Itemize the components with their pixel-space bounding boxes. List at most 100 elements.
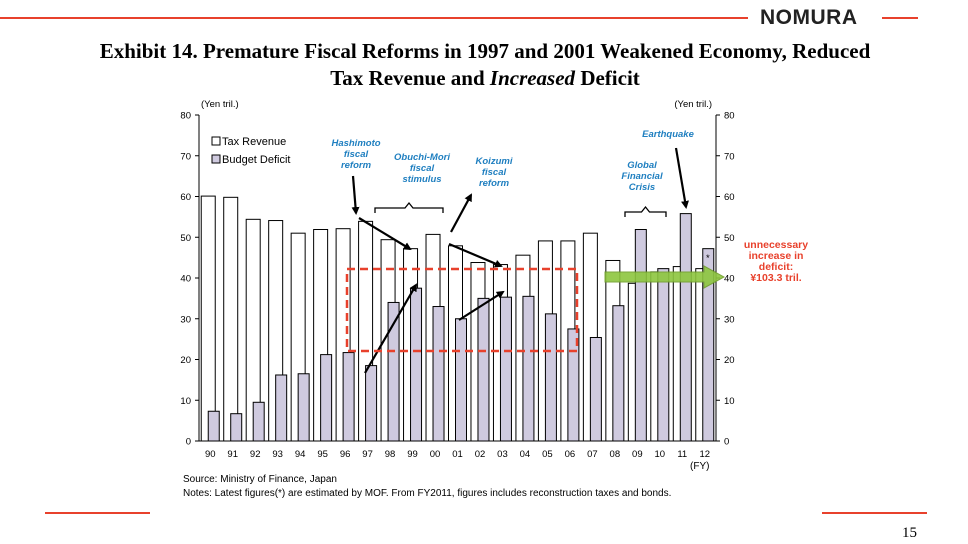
annotation-koizumi: Koizumi fiscal reform — [476, 156, 513, 189]
y-tick-label-right: 30 — [724, 314, 735, 325]
footer-line-right — [822, 512, 927, 514]
arrow-deficit-rise-hashimoto — [364, 283, 418, 374]
annotation-global-financial-crisis-line: Crisis — [629, 182, 655, 193]
x-tick-label: 05 — [542, 449, 553, 460]
y-tick-label-right: 40 — [724, 274, 735, 285]
arrow-hashimoto-pointer — [351, 175, 360, 215]
budget-deficit-bar — [432, 306, 445, 442]
x-tick-label: 09 — [632, 449, 643, 460]
budget-deficit-bar — [275, 374, 288, 442]
annotation-unnecessary-increase-line: increase in — [749, 250, 804, 262]
y-tick-label-right: 20 — [724, 355, 735, 366]
y-tick-label-right: 50 — [724, 233, 735, 244]
tax-revenue-bar — [200, 195, 216, 442]
y-tick-label-left: 40 — [180, 274, 191, 285]
arrow-koizumi-pointer — [450, 193, 472, 233]
budget-deficit-bar — [499, 296, 512, 442]
x-tick-label: 01 — [452, 449, 463, 460]
annotation-obuchi-mori-line: stimulus — [402, 174, 441, 185]
page-title: Exhibit 14. Premature Fiscal Reforms in … — [30, 38, 940, 92]
budget-deficit-bar — [657, 268, 670, 442]
annotation-hashimoto: Hashimoto fiscal reform — [331, 138, 380, 171]
x-tick-label: 97 — [362, 449, 373, 460]
x-tick-label: 12 — [699, 449, 710, 460]
budget-deficit-bar — [634, 229, 647, 442]
annotation-global-financial-crisis-line: Global — [627, 160, 657, 171]
budget-deficit-bar — [410, 287, 423, 442]
x-tick-label: 10 — [655, 449, 666, 460]
y-tick-label-left: 50 — [180, 233, 191, 244]
budget-deficit-bar — [589, 336, 602, 442]
x-tick-label: 93 — [272, 449, 283, 460]
budget-deficit-bar — [477, 297, 490, 442]
legend-label-tax: Tax Revenue — [222, 136, 286, 148]
budget-deficit-bar — [544, 313, 557, 442]
footnote: Notes: Latest figures(*) are estimated b… — [183, 488, 672, 499]
budget-deficit-bar — [230, 413, 243, 442]
y-tick-label-left: 70 — [180, 151, 191, 162]
annotation-obuchi-mori: Obuchi-Mori fiscal stimulus — [394, 152, 450, 185]
legend-label-deficit: Budget Deficit — [222, 154, 290, 166]
annotation-hashimoto-line: Hashimoto — [331, 138, 380, 149]
annotation-unnecessary-increase: unnecessary increase in deficit: ¥103.3 tri… — [744, 239, 808, 284]
x-tick-label: 96 — [340, 449, 351, 460]
budget-deficit-bar — [455, 318, 467, 442]
annotation-koizumi-line: Koizumi — [476, 156, 513, 167]
annotation-unnecessary-increase-line: unnecessary — [744, 239, 808, 251]
x-tick-label: 98 — [385, 449, 396, 460]
budget-deficit-bar — [252, 401, 265, 442]
budget-deficit-bar — [567, 328, 580, 442]
x-tick-label: 92 — [250, 449, 261, 460]
arrow-deficit-rise-koizumi — [458, 290, 505, 321]
x-tick-label: 11 — [677, 449, 687, 460]
y-tick-label-left: 30 — [180, 314, 191, 325]
title-line-1: Exhibit 14. Premature Fiscal Reforms in … — [99, 39, 871, 63]
legend-swatch-deficit — [211, 154, 221, 164]
footer-line-left — [45, 512, 150, 514]
green-arrow — [604, 265, 726, 289]
y-tick-label-right: 10 — [724, 396, 735, 407]
budget-deficit-bar — [702, 248, 715, 442]
x-axis-label: (FY) — [690, 461, 710, 472]
brand-line-left — [0, 17, 748, 19]
y-tick-label-right: 0 — [724, 437, 729, 448]
budget-deficit-bar — [365, 365, 378, 442]
x-tick-label: 90 — [205, 449, 216, 460]
annotation-hashimoto-line: fiscal — [344, 149, 369, 160]
budget-deficit-bar — [342, 352, 355, 442]
annotation-global-financial-crisis-line: Financial — [621, 171, 663, 182]
arrow-tax-decline-hashimoto — [358, 217, 412, 251]
title-line-2b: Deficit — [575, 66, 640, 90]
y-tick-label-right: 60 — [724, 192, 735, 203]
brand-logo: NOMURA — [760, 6, 858, 29]
x-tick-label: 99 — [407, 449, 418, 460]
brace-gfc — [624, 205, 667, 217]
x-tick-label: 03 — [497, 449, 508, 460]
y-tick-label-left: 60 — [180, 192, 191, 203]
annotation-earthquake: Earthquake — [642, 129, 694, 140]
budget-deficit-bar — [297, 373, 310, 442]
legend-swatch-tax — [211, 136, 221, 146]
y-tick-label-right: 70 — [724, 151, 735, 162]
budget-deficit-bar — [320, 354, 333, 442]
y-tick-label-left: 10 — [180, 396, 191, 407]
estimate-marker: * — [706, 253, 710, 264]
annotation-koizumi-line: reform — [479, 178, 510, 189]
arrow-earthquake-pointer — [674, 147, 689, 209]
tax-revenue-bar — [223, 196, 239, 442]
budget-deficit-bar — [679, 213, 692, 442]
x-tick-label: 02 — [475, 449, 486, 460]
x-tick-label: 00 — [430, 449, 441, 460]
y-tick-label-left: 80 — [180, 111, 191, 122]
annotation-obuchi-mori-line: Obuchi-Mori — [394, 152, 450, 163]
x-tick-label: 91 — [227, 449, 238, 460]
annotation-global-financial-crisis: Global Financial Crisis — [621, 160, 663, 193]
x-tick-label: 07 — [587, 449, 598, 460]
annotation-koizumi-line: fiscal — [482, 167, 507, 178]
budget-deficit-bar — [387, 301, 400, 442]
brace-obuchi-mori — [374, 201, 444, 213]
y-tick-label-right: 80 — [724, 111, 735, 122]
y-axis-label-right: (Yen tril.) — [674, 99, 712, 110]
page-number: 15 — [902, 525, 917, 541]
